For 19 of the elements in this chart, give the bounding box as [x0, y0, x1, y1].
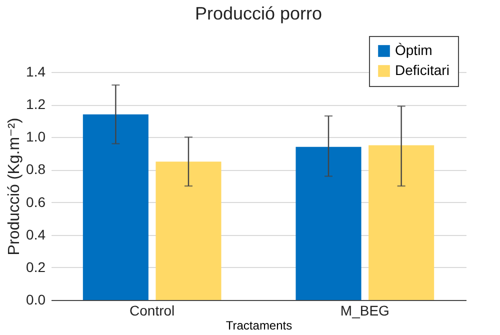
bar — [296, 146, 362, 300]
y-axis-title: Producció (Kg.m⁻²) — [6, 118, 24, 256]
bar — [156, 162, 222, 300]
chart-title: Producció porro — [194, 4, 322, 24]
y-tick-label: 0.2 — [26, 258, 46, 275]
y-tick-label: 0.6 — [26, 194, 46, 210]
y-tick-label: 0.8 — [26, 161, 46, 178]
legend-label: Deficitari — [395, 62, 450, 78]
y-tick-label: 1.0 — [26, 128, 46, 145]
legend-label: Òptim — [395, 42, 432, 58]
bar — [82, 114, 148, 300]
x-axis-title: Tractaments — [226, 318, 292, 332]
y-tick-label: 1.4 — [26, 64, 46, 80]
y-tick-label: 1.2 — [26, 96, 46, 112]
y-tick-label: 0.0 — [26, 292, 46, 308]
bar — [368, 145, 434, 300]
x-tick-label: M_BEG — [340, 302, 390, 318]
x-tick-label: Control — [130, 302, 175, 318]
y-tick-label: 0.4 — [26, 226, 46, 242]
